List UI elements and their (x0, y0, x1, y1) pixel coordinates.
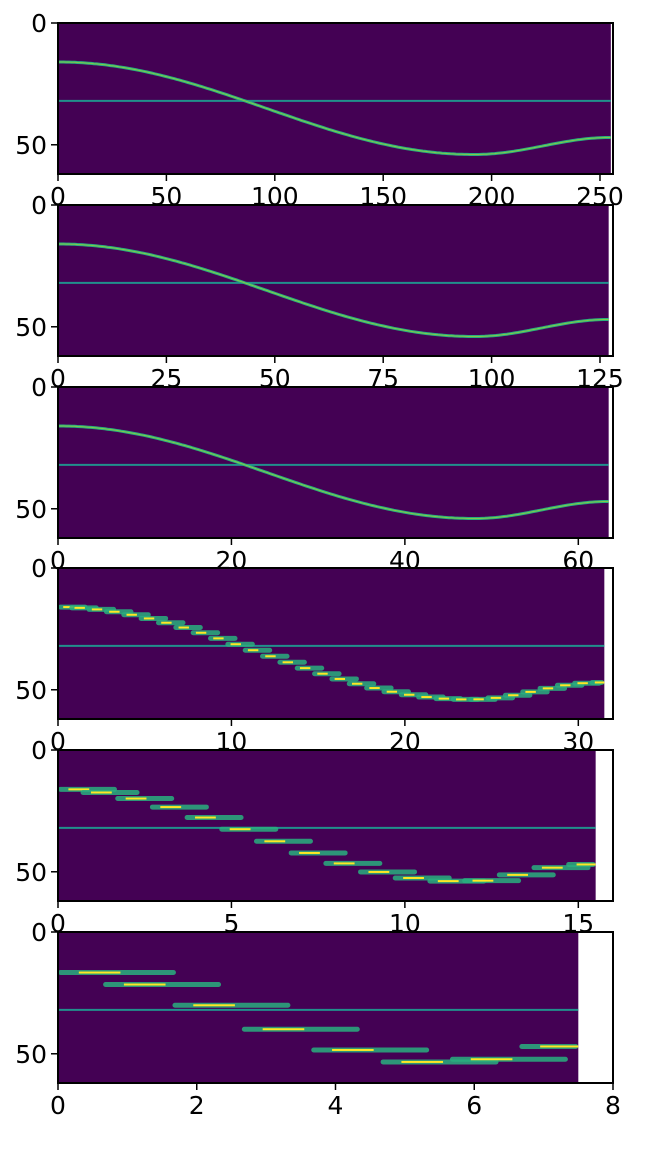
curve-segment-peak (542, 687, 554, 690)
x-tick-label: 4 (328, 1091, 344, 1120)
x-tick-label: 0 (50, 727, 66, 756)
curve-segment-peak (577, 682, 588, 685)
curve-segment-peak (594, 681, 605, 684)
axes-frame (57, 22, 614, 175)
curve-segment-peak (68, 788, 90, 791)
curve-segment-peak (473, 698, 484, 701)
axes-frame (57, 386, 614, 539)
curve-segment-peak (109, 610, 120, 613)
curve-segment-peak (195, 631, 207, 634)
curve-segment-peak (456, 698, 467, 701)
curve-segment-peak (90, 791, 112, 794)
curve-segment-peak (369, 687, 380, 690)
axes-frame (57, 567, 614, 720)
y-tick-label: 50 (15, 858, 47, 887)
curve-segment-peak (126, 613, 137, 616)
x-tick-label: 8 (605, 1091, 621, 1120)
curve-segment-peak (507, 873, 529, 876)
curve-segment-peak (299, 667, 311, 670)
curve-segment-peak (386, 690, 398, 693)
curve-segment-peak (404, 693, 415, 696)
curve-segment-peak (525, 690, 536, 693)
curve-segment-peak (438, 697, 450, 700)
curve-segment-peak (160, 806, 182, 809)
curve-segment-peak (540, 1045, 579, 1048)
curve-segment-peak (334, 677, 346, 680)
x-tick-label: 0 (50, 909, 66, 938)
curve-segment-peak (143, 617, 155, 620)
x-tick-label: 5 (223, 909, 239, 938)
curve-highlight (58, 243, 609, 337)
x-tick-label: 0 (50, 182, 66, 211)
heatmap-background (58, 205, 609, 356)
curve-segment-peak (576, 863, 596, 866)
curve-segment-peak (265, 655, 276, 658)
curve-segment-peak (282, 661, 294, 664)
curve-segment-peak (123, 983, 166, 986)
curve-segment-peak (264, 840, 286, 843)
curve-highlight (58, 61, 611, 155)
curve-segment-peak (472, 879, 494, 882)
curve-segment-peak (421, 696, 432, 699)
curve-segment-peak (125, 797, 147, 800)
axes-frame (57, 749, 614, 902)
curve-segment-peak (437, 880, 459, 883)
y-tick-label: 0 (31, 191, 47, 220)
curve-segment-peak (332, 1048, 374, 1051)
curve-segment-peak (193, 1004, 235, 1007)
curve-segment-peak (161, 621, 172, 624)
x-tick-label: 0 (50, 1091, 66, 1120)
curve-segment-peak (351, 682, 363, 685)
curve-segment-peak (63, 606, 74, 609)
curve-segment-peak (178, 626, 189, 629)
axes-frame (57, 204, 614, 357)
y-tick-label: 50 (15, 676, 47, 705)
curve-highlight (58, 425, 609, 519)
curve-segment-peak (247, 649, 259, 652)
curve-segment-peak (230, 643, 241, 646)
curve-segment-peak (560, 684, 571, 687)
curve-segment-peak (317, 672, 328, 675)
y-tick-label: 50 (15, 495, 47, 524)
curve-segment-peak (91, 608, 103, 611)
x-tick-label: 2 (189, 1091, 205, 1120)
x-tick-label: 0 (50, 364, 66, 393)
curve-segment-peak (74, 606, 85, 609)
curve-segment-peak (490, 696, 502, 699)
x-tick-label: 6 (466, 1091, 482, 1120)
y-tick-label: 0 (31, 373, 47, 402)
y-tick-label: 0 (31, 9, 47, 38)
curve-segment-peak (368, 870, 390, 873)
y-tick-label: 0 (31, 554, 47, 583)
curve-segment-peak (195, 816, 216, 819)
curve-segment-peak (401, 1060, 444, 1063)
y-tick-label: 50 (15, 131, 47, 160)
y-tick-label: 50 (15, 313, 47, 342)
curve-segment-peak (229, 828, 251, 831)
y-tick-label: 0 (31, 918, 47, 947)
heatmap-background (58, 387, 609, 538)
curve-segment-peak (470, 1058, 513, 1061)
y-tick-label: 0 (31, 736, 47, 765)
curve-segment-peak (213, 637, 224, 640)
y-tick-label: 50 (15, 1040, 47, 1069)
curve-segment-peak (403, 876, 424, 879)
curve-segment-peak (508, 694, 519, 697)
curve-segment-peak (541, 866, 563, 869)
heatmap-background (58, 23, 611, 174)
curve-segment-peak (262, 1028, 305, 1031)
curve-segment-peak (78, 971, 121, 974)
curve-segment-peak (333, 862, 355, 865)
curve-segment-peak (299, 851, 320, 854)
